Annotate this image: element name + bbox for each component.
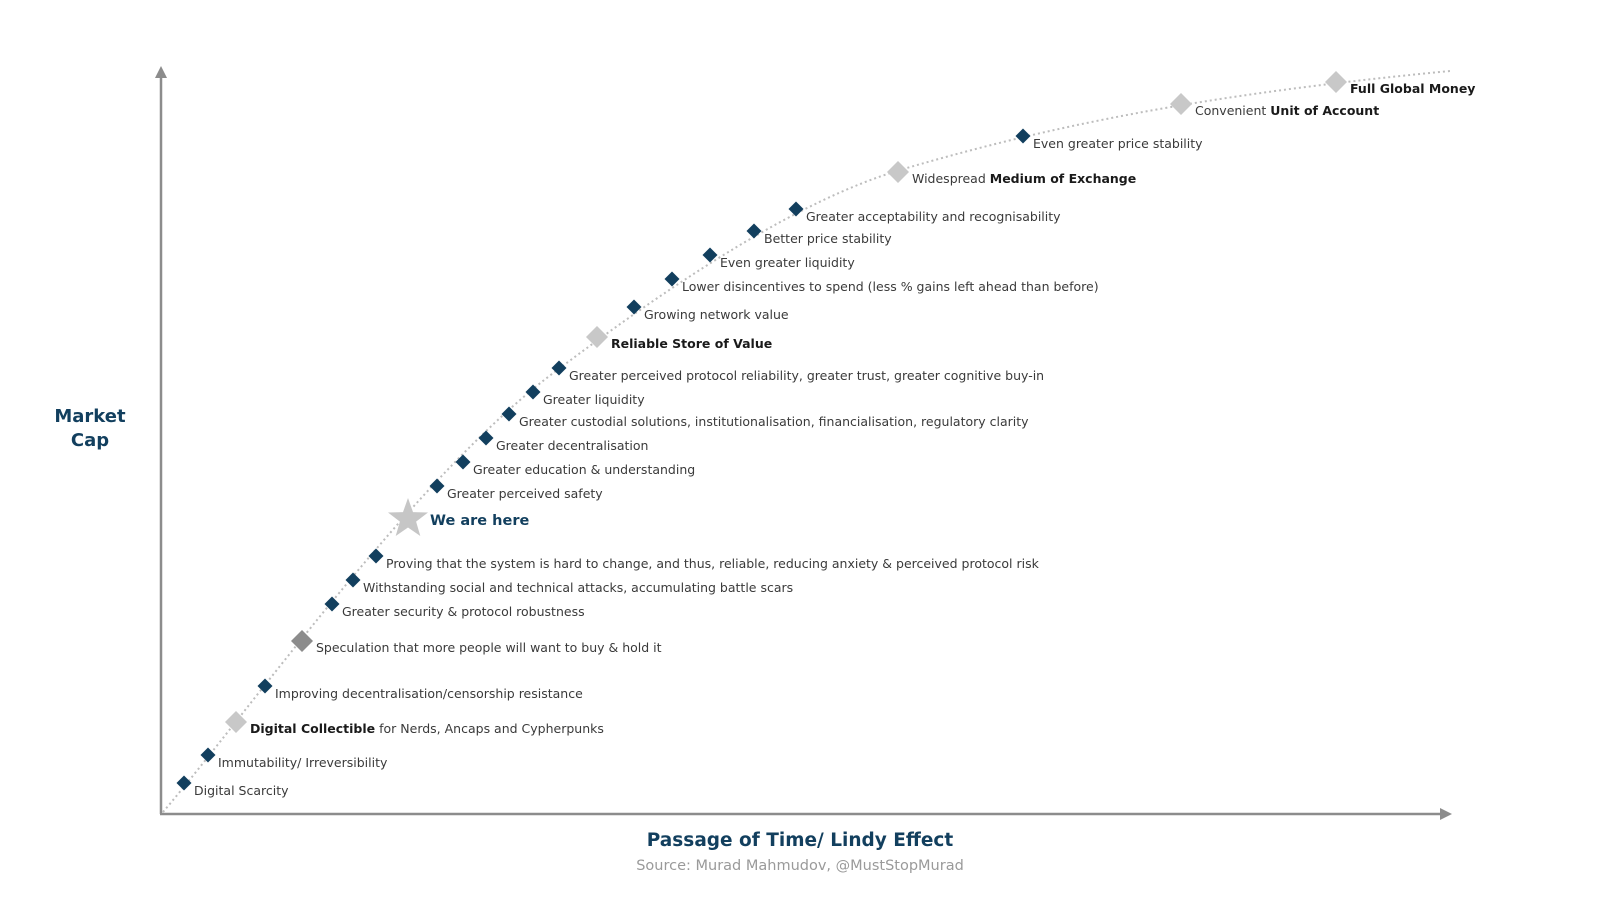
we-are-here-label: We are here [430,513,529,529]
milestone: Widespread Medium of Exchange [887,161,1136,186]
milestone: Even greater price stability [1015,128,1203,151]
milestone-label: Reliable Store of Value [611,336,772,351]
milestone: Reliable Store of Value [586,326,772,351]
milestone: Digital Scarcity [176,775,289,798]
diamond-marker-icon [746,223,762,239]
diamond-marker-icon [1015,128,1031,144]
milestone-label: Growing network value [644,307,789,322]
diamond-marker-icon [1170,93,1192,115]
milestone-label: Widespread Medium of Exchange [912,171,1136,186]
axes [155,66,1452,820]
milestone-label: Greater education & understanding [473,462,695,477]
milestone: Immutability/ Irreversibility [200,747,388,770]
diamond-marker-icon [626,299,642,315]
diamond-marker-icon [1325,71,1347,93]
milestone-label: Lower disincentives to spend (less % gai… [682,279,1099,294]
milestone-label: Proving that the system is hard to chang… [386,556,1040,571]
milestone: Greater perceived protocol reliability, … [551,360,1044,383]
milestone-label: Digital Collectible for Nerds, Ancaps an… [250,721,604,736]
diamond-marker-icon [429,478,445,494]
milestone: Greater security & protocol robustness [324,596,585,619]
milestone: Growing network value [626,299,789,322]
milestone-label: Even greater liquidity [720,255,855,270]
diamond-marker-icon [788,201,804,217]
diamond-marker-icon [225,711,247,733]
adoption-curve [162,70,1451,813]
y-axis-title-line1: Market [54,406,126,427]
we-are-here-marker: We are here [388,498,529,536]
diamond-marker-icon [257,678,273,694]
milestone-label: Greater security & protocol robustness [342,604,585,619]
milestone: Speculation that more people will want t… [291,630,662,655]
milestone-label: Full Global Money [1350,81,1475,96]
milestone: Greater acceptability and recognisabilit… [788,201,1061,224]
diamond-marker-icon [478,430,494,446]
diamond-marker-icon [501,406,517,422]
milestone: Greater decentralisation [478,430,648,453]
diamond-marker-icon [176,775,192,791]
milestone: Even greater liquidity [702,247,855,270]
star-icon [388,498,428,536]
diamond-marker-icon [200,747,216,763]
milestone: Withstanding social and technical attack… [345,572,793,595]
milestone-label: Convenient Unit of Account [1195,103,1379,118]
diamond-marker-icon [291,630,313,652]
milestone-label: Greater perceived protocol reliability, … [569,368,1044,383]
y-axis-title-line2: Cap [70,430,110,451]
milestones: Digital Scarcity Immutability/ Irreversib… [176,71,1475,798]
milestone-label: Greater liquidity [543,392,645,407]
milestone: Greater custodial solutions, institution… [501,406,1029,429]
milestone-label: Immutability/ Irreversibility [218,755,388,770]
milestone-label: Improving decentralisation/censorship re… [275,686,583,701]
milestone: Improving decentralisation/censorship re… [257,678,583,701]
diamond-marker-icon [525,384,541,400]
diamond-marker-icon [345,572,361,588]
diamond-marker-icon [324,596,340,612]
source-credit: Source: Murad Mahmudov, @MustStopMurad [636,858,964,874]
milestone-label: Greater decentralisation [496,438,648,453]
milestone-label: Digital Scarcity [194,783,289,798]
milestone: Greater perceived safety [429,478,603,501]
x-axis-title: Passage of Time/ Lindy Effect [646,830,954,851]
milestone-label: Better price stability [764,231,892,246]
x-axis-arrow-icon [1440,808,1452,820]
milestone-label: Greater perceived safety [447,486,603,501]
milestone-label: Withstanding social and technical attack… [363,580,793,595]
milestone-label: Even greater price stability [1033,136,1203,151]
y-axis-arrow-icon [155,66,167,78]
diamond-marker-icon [551,360,567,376]
milestone: Convenient Unit of Account [1170,93,1379,118]
milestone: Greater liquidity [525,384,645,407]
milestone-label: Greater acceptability and recognisabilit… [806,209,1061,224]
diamond-marker-icon [368,548,384,564]
milestone: Full Global Money [1325,71,1475,96]
y-axis-title: Market Cap [40,405,140,453]
diamond-marker-icon [702,247,718,263]
milestone: Proving that the system is hard to chang… [368,548,1040,571]
milestone: Better price stability [746,223,892,246]
diamond-marker-icon [887,161,909,183]
diamond-marker-icon [586,326,608,348]
diamond-marker-icon [455,454,471,470]
milestone-label: Speculation that more people will want t… [316,640,662,655]
milestone: Lower disincentives to spend (less % gai… [664,271,1099,294]
milestone: Digital Collectible for Nerds, Ancaps an… [225,711,604,736]
milestone-label: Greater custodial solutions, institution… [519,414,1029,429]
milestone: Greater education & understanding [455,454,695,477]
diamond-marker-icon [664,271,680,287]
